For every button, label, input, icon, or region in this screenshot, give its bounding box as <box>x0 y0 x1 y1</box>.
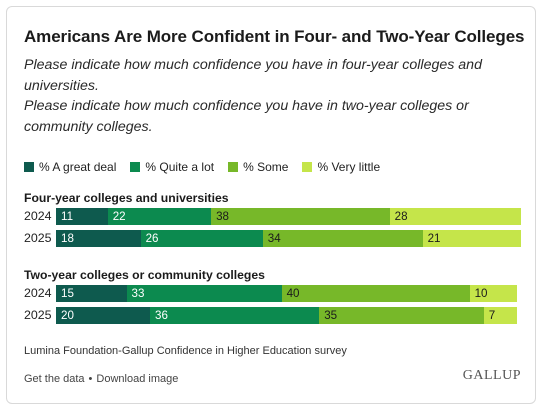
data-label: 7 <box>488 309 496 322</box>
bar-segment-a-great-deal: 18 <box>56 230 141 247</box>
data-label: 38 <box>216 210 229 223</box>
stacked-bar-2024: 15 33 40 10 <box>56 285 517 302</box>
data-label: 20 <box>61 309 74 322</box>
subtitle-question-two-year: Please indicate how much confidence you … <box>24 98 469 135</box>
bar-segment-very-little: 10 <box>469 285 517 302</box>
data-label: 40 <box>286 287 300 300</box>
bar-segment-quite-a-lot: 22 <box>107 208 212 225</box>
legend-label-some: % Some <box>243 160 289 174</box>
row-label-2024: 2024 <box>24 209 52 223</box>
bar-segment-quite-a-lot: 26 <box>140 230 263 247</box>
row-label-2024: 2024 <box>24 286 52 300</box>
bar-segment-some: 40 <box>281 285 470 302</box>
data-label: 36 <box>155 309 168 322</box>
get-data-link[interactable]: Get the data <box>24 373 85 385</box>
row-label-2025: 2025 <box>24 231 52 245</box>
legend-item-great-deal: % A great deal <box>24 160 116 174</box>
bar-segment-some: 35 <box>319 307 484 324</box>
subtitle-question-four-year: Please indicate how much confidence you … <box>24 57 482 94</box>
stacked-bar-2025: 20 36 35 7 <box>56 307 517 324</box>
source-note: Lumina Foundation-Gallup Confidence in H… <box>24 345 347 357</box>
legend-item-quite-a-lot: % Quite a lot <box>130 160 214 174</box>
bar-segment-a-great-deal: 11 <box>56 208 108 225</box>
bar-segment-some: 38 <box>211 208 390 225</box>
data-label: 28 <box>394 210 408 223</box>
row-label-2025: 2025 <box>24 308 52 322</box>
legend-swatch-some <box>228 162 239 172</box>
chart-title: Americans Are More Confident in Four- an… <box>24 27 525 46</box>
data-label: 18 <box>61 232 74 245</box>
gallup-logo: GALLUP <box>462 368 521 383</box>
stacked-bar-2024: 11 22 38 28 <box>56 208 522 225</box>
legend-label-great-deal: % A great deal <box>39 160 117 174</box>
footer-links: Get the data • Download image <box>24 373 178 385</box>
chart-subtitle: Please indicate how much confidence you … <box>24 55 504 137</box>
data-label: 35 <box>324 309 338 322</box>
legend-item-some: % Some <box>228 160 288 174</box>
data-label: 11 <box>61 210 74 223</box>
data-label: 33 <box>131 287 145 300</box>
legend-label-quite-a-lot: % Quite a lot <box>145 160 215 174</box>
download-image-link[interactable]: Download image <box>96 373 179 385</box>
data-label: 21 <box>427 232 441 245</box>
legend-swatch-very-little <box>302 162 313 172</box>
bar-segment-quite-a-lot: 36 <box>150 307 320 324</box>
legend-swatch-quite-a-lot <box>130 162 141 172</box>
group-title-four-year: Four-year colleges and universities <box>24 191 229 205</box>
group-title-two-year: Two-year colleges or community colleges <box>24 268 265 282</box>
footer-separator: • <box>88 373 93 385</box>
data-label: 26 <box>145 232 159 245</box>
bar-segment-very-little: 7 <box>483 307 517 324</box>
legend: % A great deal % Quite a lot % Some % Ve… <box>24 160 380 174</box>
data-label: 34 <box>267 232 281 245</box>
bar-segment-some: 34 <box>262 230 423 247</box>
data-label: 15 <box>61 287 74 300</box>
stacked-bar-2025: 18 26 34 21 <box>56 230 522 247</box>
bar-segment-a-great-deal: 15 <box>56 285 127 302</box>
legend-swatch-great-deal <box>24 162 34 172</box>
legend-label-very-little: % Very little <box>317 160 381 174</box>
bar-segment-quite-a-lot: 33 <box>126 285 282 302</box>
bar-segment-very-little: 28 <box>389 208 522 225</box>
bar-segment-a-great-deal: 20 <box>56 307 150 324</box>
data-label: 22 <box>112 210 126 223</box>
legend-item-very-little: % Very little <box>302 160 380 174</box>
data-label: 10 <box>474 287 488 300</box>
chart-card: Americans Are More Confident in Four- an… <box>6 6 536 404</box>
bar-segment-very-little: 21 <box>422 230 522 247</box>
